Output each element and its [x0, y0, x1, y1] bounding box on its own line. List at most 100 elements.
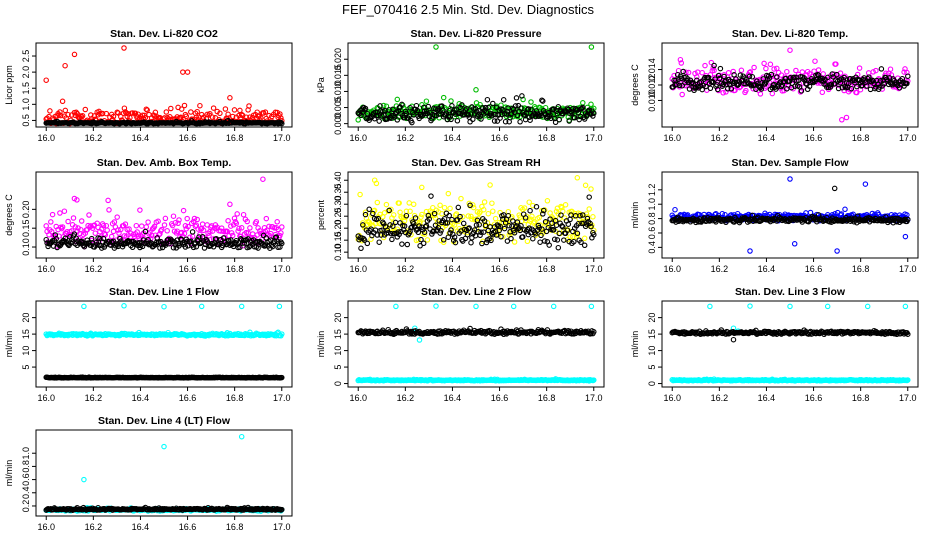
data-point [485, 104, 492, 111]
data-point [416, 223, 422, 229]
data-point [379, 227, 385, 233]
data-point [546, 242, 552, 248]
data-point [355, 117, 361, 123]
data-point [451, 234, 458, 240]
data-point [143, 106, 150, 112]
data-point [386, 207, 392, 214]
data-point [43, 223, 49, 229]
data-point [488, 237, 494, 244]
data-point [551, 236, 558, 243]
data-point [184, 215, 190, 222]
data-point [555, 244, 562, 251]
data-point [725, 70, 732, 76]
data-point [512, 103, 519, 109]
y-axis-label: kPa [316, 77, 326, 93]
data-point [433, 303, 439, 309]
data-point [406, 200, 412, 206]
data-point [461, 112, 468, 118]
data-point [193, 243, 200, 250]
data-point [469, 216, 475, 222]
data-point [463, 105, 470, 112]
data-point [774, 74, 780, 80]
data-point [545, 224, 552, 231]
x-tick-label: 16.6 [491, 264, 509, 274]
data-point [854, 89, 860, 96]
data-point [552, 119, 559, 126]
data-point [685, 69, 692, 76]
data-point [468, 111, 474, 117]
data-point [763, 65, 769, 72]
data-point [413, 102, 420, 109]
data-point [521, 205, 528, 211]
y-tick-label: 0.015 [333, 64, 343, 87]
data-point [458, 195, 464, 202]
data-point [838, 211, 845, 217]
data-point [679, 91, 685, 98]
data-point [408, 225, 414, 231]
data-point [547, 112, 553, 118]
data-point [103, 222, 110, 229]
data-point [467, 119, 473, 125]
data-point [407, 228, 413, 235]
data-point [438, 227, 444, 234]
data-point [864, 303, 871, 310]
data-point [707, 85, 714, 92]
data-point [854, 213, 861, 219]
data-point [905, 216, 911, 223]
panel-frame [347, 300, 605, 388]
data-point [385, 230, 391, 236]
data-point [502, 220, 509, 226]
data-point [812, 58, 818, 64]
data-point [442, 220, 449, 226]
data-point [703, 83, 709, 90]
data-point [105, 197, 111, 204]
x-tick-label: 16.6 [491, 133, 509, 143]
data-point [870, 78, 876, 84]
data-point [497, 223, 503, 230]
data-point [222, 106, 229, 112]
data-point [835, 85, 842, 92]
panel-title: Stan. Dev. Li-820 CO2 [110, 28, 218, 40]
data-point [566, 118, 572, 124]
data-point [777, 330, 784, 336]
data-point [484, 96, 491, 103]
data-point [540, 207, 547, 214]
x-tick-label: 16.6 [179, 522, 197, 532]
data-point [435, 224, 442, 231]
data-point [556, 116, 562, 123]
data-point [540, 211, 546, 217]
data-point [104, 227, 110, 233]
data-point [188, 109, 194, 115]
panel-frame [35, 300, 293, 388]
data-point [518, 223, 524, 229]
x-tick-label: 16.0 [663, 393, 681, 403]
data-point [514, 219, 521, 225]
y-axis-label: degrees C [630, 64, 640, 106]
data-point [492, 111, 499, 118]
y-tick-label: 20 [21, 313, 31, 323]
data-point [539, 226, 545, 232]
data-point [367, 221, 373, 227]
data-point [787, 303, 793, 310]
panel-title: Stan. Dev. Line 3 Flow [735, 286, 846, 298]
data-point [160, 332, 167, 338]
data-point [576, 116, 582, 123]
data-point [384, 227, 391, 234]
panel-frame [661, 300, 919, 388]
data-point [115, 227, 121, 233]
data-point [445, 190, 452, 197]
y-tick-label: 0.010 [333, 80, 343, 103]
data-point [133, 222, 140, 229]
data-point [97, 235, 103, 242]
data-point [378, 232, 384, 238]
data-point [376, 118, 382, 124]
data-point [453, 211, 460, 217]
data-point [394, 96, 401, 103]
panel-title: Stan. Dev. Sample Flow [731, 157, 849, 169]
data-point [421, 231, 428, 237]
x-tick-label: 17.0 [585, 133, 603, 143]
x-tick-label: 16.8 [226, 522, 244, 532]
data-point [590, 113, 596, 119]
data-point [209, 114, 216, 120]
data-point [433, 112, 440, 119]
